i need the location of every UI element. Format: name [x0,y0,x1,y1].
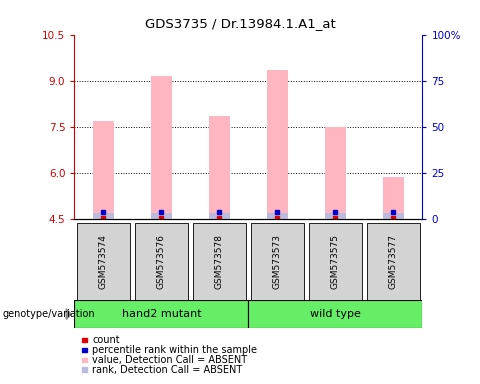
Bar [367,223,420,300]
Bar [325,127,346,219]
Bar [74,300,249,328]
Text: wild type: wild type [310,309,361,319]
Bar [135,223,188,300]
Bar [383,177,404,219]
Bar [209,213,229,219]
Polygon shape [66,309,71,319]
Text: GDS3735 / Dr.13984.1.A1_at: GDS3735 / Dr.13984.1.A1_at [144,17,336,30]
Bar [267,213,288,219]
Bar [209,116,229,219]
Bar [151,76,171,219]
Text: percentile rank within the sample: percentile rank within the sample [92,345,257,355]
Text: value, Detection Call = ABSENT: value, Detection Call = ABSENT [92,355,247,365]
Bar [193,223,246,300]
Bar [309,223,362,300]
Bar [151,213,171,219]
Text: hand2 mutant: hand2 mutant [121,309,201,319]
Text: GSM573576: GSM573576 [157,233,166,289]
Text: rank, Detection Call = ABSENT: rank, Detection Call = ABSENT [92,365,242,375]
Text: GSM573578: GSM573578 [215,233,224,289]
Text: GSM573573: GSM573573 [273,233,282,289]
Bar [249,300,422,328]
Text: GSM573575: GSM573575 [331,233,340,289]
Bar [325,213,346,219]
Bar [251,223,304,300]
Text: GSM573574: GSM573574 [99,234,108,288]
Bar [383,213,404,219]
Bar [93,213,114,219]
Bar [77,223,130,300]
Text: genotype/variation: genotype/variation [2,309,95,319]
Text: count: count [92,335,120,345]
Bar [267,70,288,219]
Bar [93,121,114,219]
Text: GSM573577: GSM573577 [389,233,398,289]
